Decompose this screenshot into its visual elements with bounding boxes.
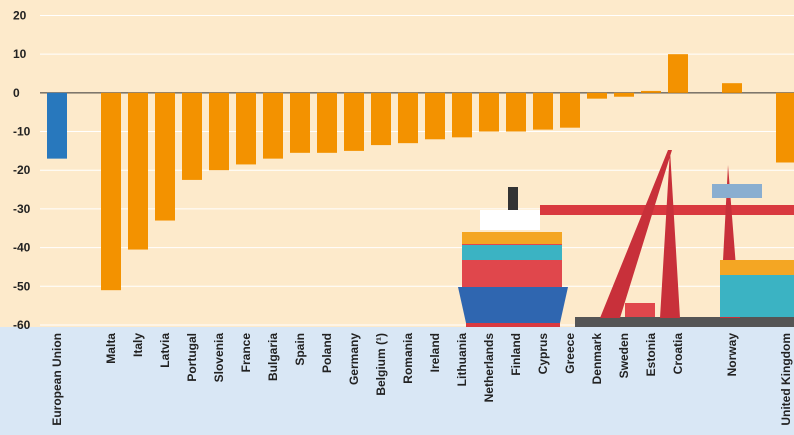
bar (128, 92, 148, 250)
bar (560, 92, 580, 128)
x-tick-label: Italy (131, 333, 145, 357)
y-tick-label: -40 (13, 241, 31, 255)
x-tick-label: Spain (293, 333, 307, 366)
x-tick-label: Denmark (590, 333, 604, 385)
bar (587, 92, 607, 99)
x-tick-label: Sweden (617, 333, 631, 378)
bar (425, 92, 445, 140)
ship-bridge (480, 210, 540, 230)
bar (371, 92, 391, 146)
bar (209, 92, 229, 171)
x-tick-label: Malta (104, 333, 118, 364)
x-tick-label: Cyprus (536, 333, 550, 375)
bar (236, 92, 256, 165)
ship-containers (462, 232, 562, 244)
x-tick-label: Slovenia (212, 333, 226, 383)
port-illustration (458, 150, 794, 327)
quay (575, 317, 794, 327)
x-tick-label: Germany (347, 333, 361, 385)
x-tick-label: Lithuania (455, 333, 469, 387)
containers (720, 275, 794, 317)
containers (720, 260, 794, 275)
bar (776, 92, 794, 163)
bar (614, 92, 634, 97)
y-tick-label: -20 (13, 163, 31, 177)
x-tick-label: Ireland (428, 333, 442, 372)
x-tick-label: Portugal (185, 333, 199, 382)
x-tick-label: Belgium (¹) (374, 333, 388, 396)
ship-containers (462, 245, 562, 260)
bar (479, 92, 499, 132)
containers (625, 303, 655, 317)
y-tick-label: -10 (13, 125, 31, 139)
x-tick-label: Bulgaria (266, 333, 280, 381)
bar (344, 92, 364, 151)
y-tick-label: -30 (13, 202, 31, 216)
bar (317, 92, 337, 153)
crane-legs (600, 150, 740, 318)
ship-hull (458, 287, 568, 323)
x-tick-label: Croatia (671, 333, 685, 375)
bar (641, 90, 661, 93)
bar (452, 92, 472, 138)
bar (47, 92, 67, 159)
x-tick-label: France (239, 333, 253, 373)
bar (155, 92, 175, 221)
y-tick-label: 10 (13, 47, 27, 61)
x-tick-label: Poland (320, 333, 334, 373)
x-tick-label: European Union (50, 333, 64, 426)
ship-waterline (466, 323, 560, 327)
y-tick-label: 20 (13, 8, 27, 22)
crane-cab (712, 184, 762, 198)
bar (263, 92, 283, 159)
y-tick-label: -50 (13, 279, 31, 293)
x-tick-label: Norway (725, 333, 739, 377)
x-tick-label: Greece (563, 333, 577, 374)
bar (722, 83, 742, 93)
bar (182, 92, 202, 180)
x-tick-label: Romania (401, 333, 415, 384)
x-tick-label: Latvia (158, 333, 172, 368)
y-tick-label: -60 (13, 318, 31, 332)
ship-funnel (508, 187, 518, 210)
bar (101, 92, 121, 291)
x-tick-label: United Kingdom (779, 333, 793, 426)
x-tick-label: Estonia (644, 333, 658, 377)
bar (290, 92, 310, 153)
x-tick-label: Netherlands (482, 333, 496, 403)
label-band (0, 327, 794, 435)
bar (506, 92, 526, 132)
bar (533, 92, 553, 130)
y-tick-label: 0 (13, 86, 20, 100)
x-tick-label: Finland (509, 333, 523, 376)
bar (668, 54, 688, 93)
bar (398, 92, 418, 144)
